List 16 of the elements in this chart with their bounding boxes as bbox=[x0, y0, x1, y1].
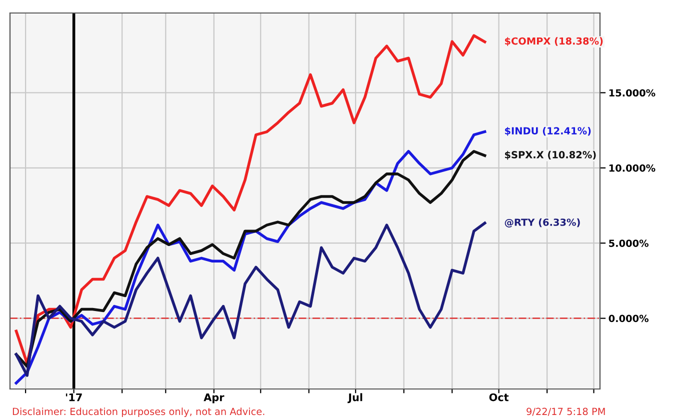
text: $SPX.X (10.82%) bbox=[505, 150, 596, 160]
y-tick-label: 15.000% bbox=[609, 89, 656, 97]
text: $COMPX (18.38%) bbox=[505, 37, 603, 46]
x-tick-label: Apr bbox=[204, 393, 224, 404]
text: $INDU (12.41%) bbox=[505, 126, 591, 136]
x-tick-label: '17 bbox=[66, 393, 82, 402]
text: @RTY (6.33%) bbox=[504, 218, 580, 228]
line-series bbox=[14, 222, 486, 377]
text: Disclaimer: Education purposes only, not an Advice. bbox=[12, 408, 264, 417]
line-series bbox=[14, 34, 486, 365]
y-tick-label: 10.000% bbox=[609, 164, 656, 172]
x-tick-label: Jul bbox=[348, 393, 362, 404]
text: 9/22/17 5:18 PM bbox=[526, 408, 605, 416]
x-tick-label: Oct bbox=[489, 393, 509, 402]
y-tick-label: 0.000% bbox=[608, 314, 649, 322]
y-tick-label: 5.000% bbox=[609, 240, 649, 247]
